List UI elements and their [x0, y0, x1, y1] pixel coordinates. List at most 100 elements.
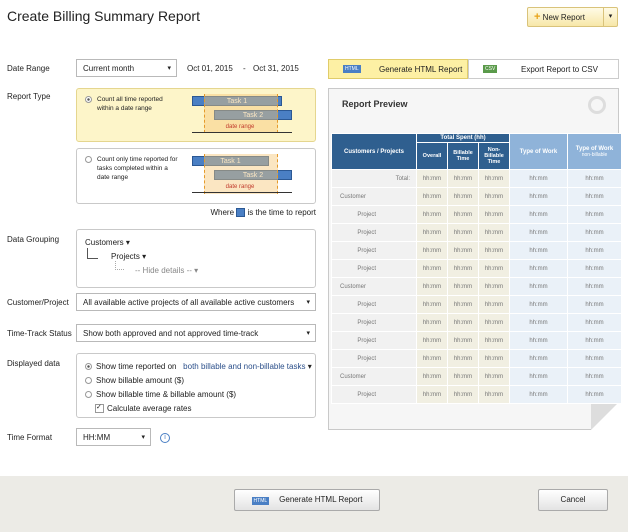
- table-row: Project hh:mm hh:mm hh:mm hh:mm hh:mm: [331, 331, 622, 350]
- table-row: Project hh:mm hh:mm hh:mm hh:mm hh:mm: [331, 295, 622, 314]
- customer-project-select[interactable]: All available active projects of all ava…: [76, 293, 316, 311]
- cell: hh:mm: [416, 295, 448, 314]
- task-bar: Task 2: [214, 110, 292, 120]
- date-range-select[interactable]: Current month ▾: [76, 59, 177, 77]
- range-label: date range: [225, 124, 255, 130]
- row-label: Project: [331, 241, 417, 260]
- cancel-button[interactable]: Cancel: [538, 489, 608, 511]
- row-label: Project: [331, 313, 417, 332]
- date-to[interactable]: Oct 31, 2015: [253, 64, 299, 73]
- checkbox[interactable]: ✓ Calculate average rates: [95, 404, 192, 414]
- cell: hh:mm: [447, 259, 479, 278]
- option-text: Count all time reported within a date ra…: [85, 95, 179, 113]
- header-row: Overall Billable Time Non-Billable Time: [332, 142, 622, 170]
- button-label: Cancel: [560, 495, 586, 504]
- row-label: Project: [331, 205, 417, 224]
- option-text: Count only time reported for tasks compl…: [85, 155, 179, 182]
- cell: hh:mm: [478, 313, 510, 332]
- option-select[interactable]: both billable and non-billable tasks: [183, 362, 306, 371]
- label: Data Grouping: [7, 235, 60, 244]
- html-tab[interactable]: HTML Generate HTML Report: [328, 59, 468, 79]
- cell: hh:mm: [478, 331, 510, 350]
- cell: hh:mm: [567, 169, 622, 188]
- table-row: Total: hh:mm hh:mm hh:mm hh:mm hh:mm: [331, 169, 622, 188]
- cell: hh:mm: [447, 349, 479, 368]
- cell: hh:mm: [478, 349, 510, 368]
- axis-arrow: [192, 132, 292, 133]
- row-label: Project: [331, 331, 417, 350]
- cell: hh:mm: [478, 367, 510, 386]
- legend-text: is the time to report: [247, 208, 316, 217]
- cell: hh:mm: [509, 277, 568, 296]
- cell: hh:mm: [416, 223, 448, 242]
- new-report-button[interactable]: + New Report ▾: [527, 7, 618, 27]
- row-label: Project: [331, 349, 417, 368]
- label: Customer/Project: [7, 298, 69, 307]
- cell: hh:mm: [447, 331, 479, 350]
- range-area: [204, 154, 278, 194]
- report-type-option[interactable]: Count only time reported for tasks compl…: [76, 148, 316, 204]
- cell: hh:mm: [478, 295, 510, 314]
- option-text: Show billable amount ($): [96, 376, 185, 385]
- report-type-option[interactable]: Count all time reported within a date ra…: [76, 88, 316, 142]
- radio-option[interactable]: Show billable time & billable amount ($): [85, 390, 236, 399]
- date-from[interactable]: Oct 01, 2015: [187, 64, 233, 73]
- row-label: Project: [331, 385, 417, 404]
- time-track-select[interactable]: Show both approved and not approved time…: [76, 324, 316, 342]
- row-label: Customer: [331, 277, 417, 296]
- grouping-level[interactable]: -- Hide details -- ▾: [135, 266, 199, 275]
- csv-tab[interactable]: CSV Export Report to CSV: [468, 59, 619, 79]
- cell: hh:mm: [567, 313, 622, 332]
- info-icon[interactable]: i: [160, 433, 170, 443]
- table-row: Customer hh:mm hh:mm hh:mm hh:mm hh:mm: [331, 187, 622, 206]
- footer: HTML Generate HTML Report Cancel: [0, 476, 628, 532]
- radio-option[interactable]: Show billable amount ($): [85, 376, 184, 385]
- cell: hh:mm: [478, 385, 510, 404]
- cell: hh:mm: [509, 367, 568, 386]
- cell: hh:mm: [416, 331, 448, 350]
- grouping-level[interactable]: Projects ▾: [111, 252, 147, 261]
- cell: hh:mm: [447, 367, 479, 386]
- option-text: Show time reported on: [96, 362, 177, 371]
- column-header: Type of Work: [509, 133, 568, 170]
- radio-option[interactable]: Show time reported on both billable and …: [85, 362, 312, 371]
- task-bar: Task 2: [214, 170, 292, 180]
- preview-table: Customers / Projects Total Spent (hh) Type…: [331, 133, 622, 404]
- task-bar: Task 1: [192, 156, 269, 166]
- grouping-text: -- Hide details --: [135, 266, 192, 275]
- axis-arrow: [192, 192, 292, 193]
- column-header: Non-Billable Time: [478, 142, 510, 170]
- cell: hh:mm: [478, 205, 510, 224]
- cell: hh:mm: [416, 367, 448, 386]
- task-bar: Task 1: [192, 96, 282, 106]
- tab-icon: HTML: [343, 65, 361, 73]
- cell: hh:mm: [416, 169, 448, 188]
- cell: hh:mm: [567, 259, 622, 278]
- cell: hh:mm: [416, 385, 448, 404]
- tab-icon: CSV: [483, 65, 498, 73]
- cell: hh:mm: [447, 385, 479, 404]
- grouping-text: Customers: [85, 238, 124, 247]
- cell: hh:mm: [478, 169, 510, 188]
- data-grouping-box: Customers ▾ Projects ▾ -- Hide details -…: [76, 229, 316, 288]
- time-format-select[interactable]: HH:MM ▾: [76, 428, 151, 446]
- cell: hh:mm: [509, 241, 568, 260]
- cell: hh:mm: [567, 223, 622, 242]
- cell: hh:mm: [567, 187, 622, 206]
- column-header: Billable Time: [447, 142, 479, 170]
- tab-label: Export Report to CSV: [521, 65, 598, 74]
- select-value: All available active projects of all ava…: [83, 298, 295, 307]
- row-label: Total:: [331, 169, 417, 188]
- cell: hh:mm: [447, 241, 479, 260]
- cell: hh:mm: [509, 313, 568, 332]
- generate-button[interactable]: HTML Generate HTML Report: [234, 489, 380, 511]
- page-title: Create Billing Summary Report: [7, 8, 200, 24]
- column-header: Overall: [416, 142, 448, 170]
- cell: hh:mm: [478, 259, 510, 278]
- label: Time Format: [7, 433, 53, 442]
- label: Displayed data: [7, 359, 60, 368]
- label: Time-Track Status: [7, 329, 72, 338]
- column-header: Type of Work non-billable: [567, 133, 622, 170]
- grouping-level[interactable]: Customers ▾: [85, 238, 130, 247]
